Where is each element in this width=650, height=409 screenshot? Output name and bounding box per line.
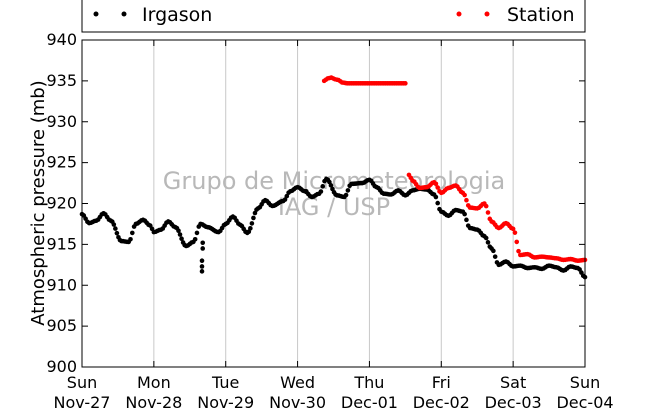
irgason-point <box>284 193 290 199</box>
legend-label-station: Station <box>507 4 575 26</box>
irgason-point <box>192 236 198 242</box>
irgason-point <box>462 211 467 217</box>
irgason-point <box>113 226 118 231</box>
station-point <box>433 181 439 187</box>
station-point <box>403 81 408 86</box>
irgason-point <box>199 258 205 264</box>
irgason-point <box>491 248 496 254</box>
x-tick-label-date: Dec-03 <box>485 393 542 409</box>
irgason-point <box>199 269 205 274</box>
y-tick-label: 940 <box>46 30 77 49</box>
irgason-point <box>199 264 205 269</box>
irgason-point <box>343 192 349 198</box>
station-point <box>435 185 440 190</box>
irgason-point <box>130 230 135 236</box>
x-tick-label-date: Nov-30 <box>269 393 326 409</box>
x-tick-label-day: Tue <box>211 373 239 392</box>
irgason-point <box>483 235 489 241</box>
irgason-point <box>303 188 309 194</box>
x-tick-label-date: Nov-29 <box>197 393 254 409</box>
station-point <box>510 226 516 232</box>
watermark-line-2: IAG / USP <box>278 193 390 221</box>
legend-box <box>81 0 586 33</box>
y-axis: 900 905 910 915 920 925 930 935 940 <box>46 30 585 376</box>
legend: Irgason Station <box>81 0 586 33</box>
irgason-point <box>318 189 324 194</box>
irgason-point <box>111 222 117 227</box>
irgason-point <box>320 184 326 189</box>
x-tick-label-date: Dec-02 <box>413 393 470 409</box>
x-tick-label-day: Sun <box>67 373 97 392</box>
legend-label-irgason: Irgason <box>142 4 212 26</box>
irgason-point <box>248 226 253 231</box>
legend-marker-station <box>456 11 462 17</box>
y-tick-label: 915 <box>46 234 77 253</box>
irgason-point <box>194 230 200 236</box>
x-tick-label-date: Nov-27 <box>54 393 111 409</box>
y-tick-label: 925 <box>46 153 77 172</box>
x-tick-label-date: Dec-01 <box>341 393 398 409</box>
station-point <box>464 197 469 203</box>
x-tick-label-day: Sat <box>500 373 526 392</box>
x-tick-label-day: Mon <box>137 373 171 392</box>
legend-marker-irgason <box>93 11 99 17</box>
irgason-point <box>128 236 133 242</box>
legend-marker-irgason <box>121 11 127 17</box>
series-irgason <box>79 176 588 280</box>
irgason-point <box>282 197 288 202</box>
irgason-point <box>249 221 255 226</box>
legend-marker-station <box>484 11 490 17</box>
y-tick-label: 905 <box>46 316 77 335</box>
irgason-point <box>433 194 439 200</box>
irgason-point <box>328 183 334 188</box>
station-point <box>516 248 521 254</box>
y-tick-label: 910 <box>46 275 77 294</box>
irgason-point <box>345 188 351 193</box>
station-point <box>514 239 520 245</box>
station-point <box>483 203 489 209</box>
x-tick-label-date: Nov-28 <box>125 393 182 409</box>
irgason-point <box>176 228 181 234</box>
y-tick-label: 900 <box>46 357 77 376</box>
y-tick-label: 920 <box>46 194 77 213</box>
irgason-point <box>200 246 206 251</box>
plot-background <box>82 40 585 367</box>
x-tick-label-day: Thu <box>353 373 384 392</box>
irgason-point <box>200 240 206 246</box>
y-axis-label: Atmospheric pressure (mb) <box>28 80 49 325</box>
station-point <box>512 230 518 235</box>
irgason-point <box>464 217 469 223</box>
irgason-point <box>114 230 120 236</box>
irgason-point <box>435 200 440 206</box>
series-station <box>321 75 588 264</box>
x-tick-label-day: Sun <box>570 373 600 392</box>
grid <box>153 40 514 367</box>
x-tick-label-date: Dec-04 <box>556 393 613 409</box>
irgason-point <box>177 232 183 237</box>
irgason-point <box>485 240 491 245</box>
y-tick-label: 930 <box>46 112 77 131</box>
x-tick-label-day: Fri <box>432 373 451 392</box>
irgason-point <box>251 215 256 221</box>
y-tick-label: 935 <box>46 71 77 90</box>
station-point <box>485 210 491 215</box>
irgason-point <box>492 254 498 259</box>
x-tick-label-day: Wed <box>280 373 315 392</box>
x-axis: SunNov-27MonNov-28TueNov-29WedNov-30ThuD… <box>54 40 614 409</box>
station-point <box>462 192 467 198</box>
irgason-point <box>179 236 184 242</box>
